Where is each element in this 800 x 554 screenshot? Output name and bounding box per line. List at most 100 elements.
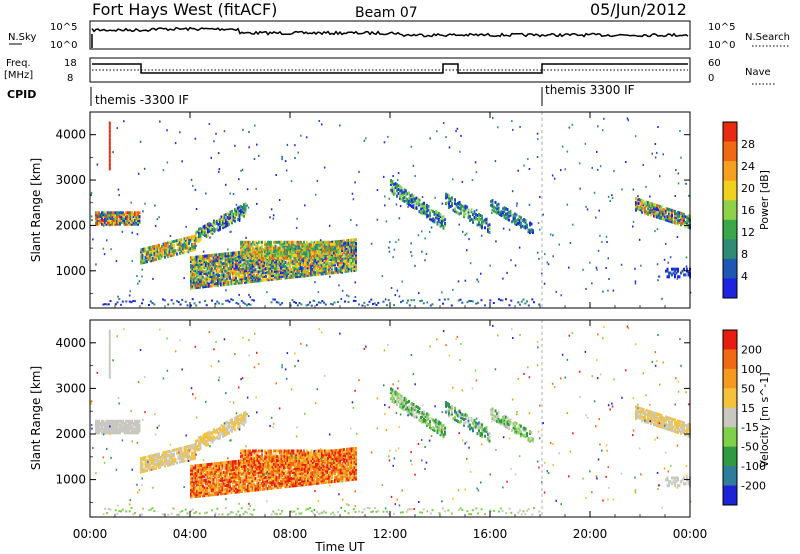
- data-pixel: [634, 267, 636, 270]
- data-pixel: [222, 222, 224, 226]
- data-pixel: [233, 460, 236, 464]
- data-pixel: [129, 425, 132, 429]
- data-pixel: [246, 244, 248, 248]
- data-pixel: [333, 240, 335, 244]
- data-pixel: [341, 245, 344, 249]
- data-pixel: [202, 492, 204, 496]
- data-pixel: [329, 263, 332, 267]
- data-pixel: [168, 241, 171, 245]
- data-pixel: [448, 202, 450, 206]
- data-pixel: [319, 250, 322, 254]
- data-pixel: [470, 217, 473, 221]
- data-pixel: [290, 270, 293, 273]
- data-pixel: [107, 431, 109, 435]
- data-pixel: [220, 488, 222, 492]
- data-pixel: [110, 222, 112, 226]
- data-pixel: [346, 246, 348, 250]
- data-pixel: [144, 260, 147, 264]
- data-pixel: [232, 425, 235, 429]
- data-pixel: [232, 270, 234, 274]
- data-pixel: [341, 239, 344, 243]
- data-pixel: [135, 425, 138, 429]
- data-pixel: [202, 469, 204, 473]
- data-pixel: [190, 258, 192, 262]
- data-pixel: [651, 210, 654, 214]
- data-pixel: [201, 230, 203, 233]
- data-pixel: [125, 429, 127, 433]
- data-pixel: [123, 427, 126, 431]
- data-pixel: [256, 254, 259, 258]
- data-pixel: [663, 212, 666, 216]
- data-pixel: [255, 244, 257, 248]
- data-pixel: [259, 256, 262, 260]
- data-pixel: [192, 447, 195, 451]
- data-pixel: [104, 421, 106, 425]
- data-pixel: [674, 219, 676, 223]
- data-pixel: [217, 266, 219, 270]
- data-pixel: [301, 244, 304, 248]
- data-pixel: [217, 270, 219, 274]
- data-pixel: [193, 280, 195, 284]
- data-pixel: [445, 192, 447, 196]
- data-pixel: [192, 236, 195, 240]
- y-tick-label: 1000: [55, 264, 86, 278]
- data-pixel: [390, 181, 392, 184]
- data-pixel: [173, 462, 175, 466]
- data-pixel: [510, 299, 513, 302]
- data-pixel: [168, 449, 171, 453]
- data-pixel: [426, 205, 428, 209]
- data-pixel: [171, 458, 174, 462]
- data-pixel: [452, 208, 455, 212]
- data-pixel: [659, 175, 661, 178]
- data-pixel: [152, 247, 154, 251]
- data-pixel: [654, 143, 657, 145]
- data-pixel: [196, 439, 199, 443]
- data-pixel: [488, 230, 491, 234]
- data-pixel: [224, 256, 227, 260]
- data-pixel: [274, 254, 277, 258]
- data-pixel: [306, 248, 308, 252]
- data-pixel: [263, 261, 266, 265]
- data-pixel: [211, 489, 213, 493]
- data-pixel: [491, 202, 494, 206]
- data-pixel: [307, 266, 309, 270]
- data-pixel: [292, 267, 294, 271]
- data-pixel: [210, 223, 212, 227]
- data-pixel: [234, 424, 236, 428]
- data-pixel: [235, 481, 237, 485]
- data-pixel: [238, 277, 240, 281]
- data-pixel: [285, 252, 287, 256]
- data-pixel: [283, 265, 285, 269]
- data-pixel: [224, 465, 227, 468]
- data-pixel: [459, 298, 462, 301]
- data-pixel: [270, 240, 272, 244]
- data-pixel: [228, 215, 230, 219]
- data-pixel: [480, 299, 483, 302]
- data-pixel: [162, 252, 165, 256]
- data-pixel: [666, 209, 669, 213]
- data-pixel: [672, 271, 675, 275]
- data-pixel: [193, 284, 195, 288]
- data-pixel: [227, 470, 230, 474]
- data-pixel: [292, 250, 295, 254]
- data-pixel: [398, 217, 401, 220]
- data-pixel: [215, 132, 217, 135]
- data-pixel: [140, 252, 142, 256]
- data-pixel: [680, 211, 682, 215]
- data-pixel: [285, 242, 287, 246]
- data-pixel: [656, 207, 658, 211]
- data-pixel: [222, 220, 224, 224]
- data-pixel: [251, 278, 254, 282]
- data-pixel: [518, 221, 521, 224]
- data-pixel: [689, 291, 692, 294]
- data-pixel: [223, 273, 225, 277]
- data-pixel: [496, 207, 498, 211]
- data-pixel: [128, 431, 130, 435]
- data-pixel: [543, 282, 546, 285]
- data-pixel: [196, 282, 198, 286]
- data-pixel: [228, 217, 230, 221]
- data-pixel: [233, 281, 236, 285]
- data-pixel: [170, 299, 173, 302]
- data-pixel: [316, 261, 318, 265]
- data-pixel: [419, 300, 422, 302]
